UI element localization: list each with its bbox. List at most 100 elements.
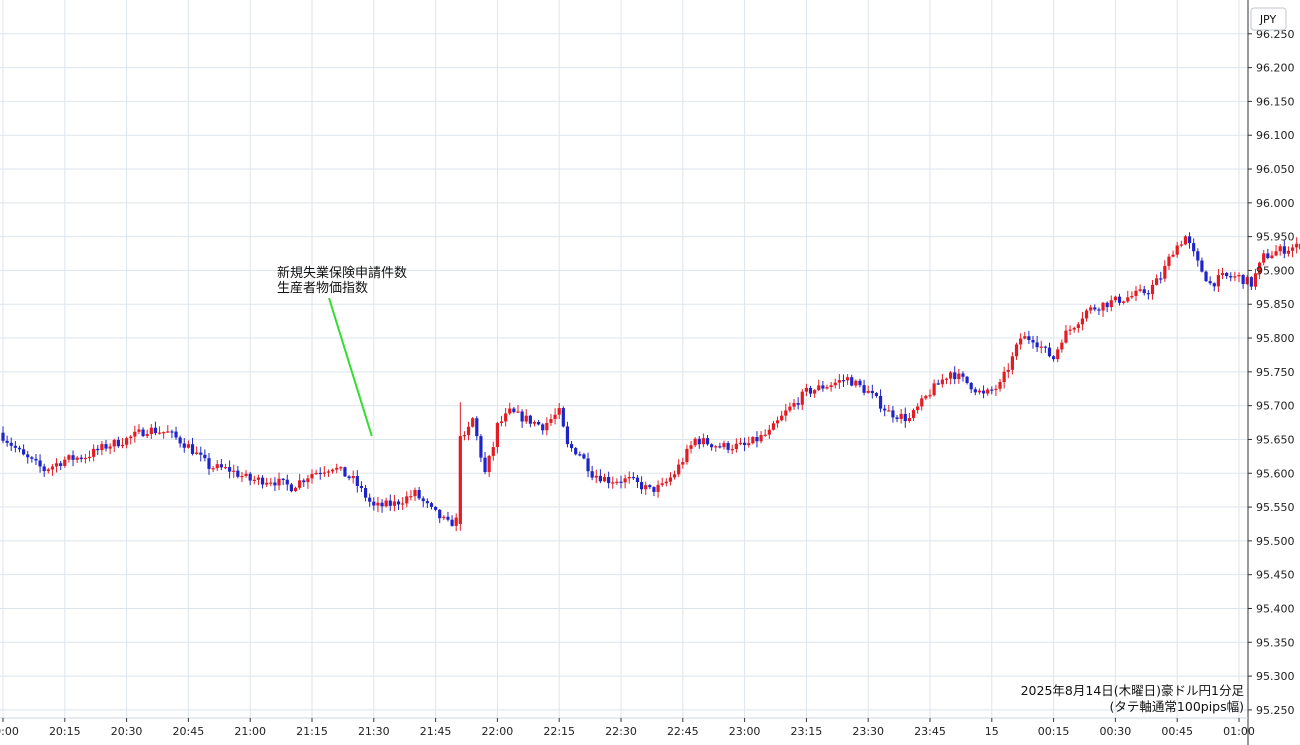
candle-body bbox=[331, 469, 335, 472]
price-tick-label: 95.700 bbox=[1256, 400, 1295, 413]
candle-body bbox=[1159, 278, 1163, 280]
candle-body bbox=[1014, 344, 1019, 357]
candle-body bbox=[800, 391, 804, 405]
candle-body bbox=[120, 444, 125, 447]
candle-body bbox=[619, 481, 623, 483]
candle-body bbox=[1179, 244, 1183, 246]
candle-body bbox=[30, 457, 34, 459]
candle-body bbox=[1187, 236, 1192, 244]
candle-body bbox=[755, 437, 759, 442]
time-tick-label: 23:45 bbox=[914, 725, 946, 738]
candle-body bbox=[207, 458, 211, 469]
candle-body bbox=[475, 418, 479, 437]
candle-body bbox=[232, 470, 236, 472]
candle-body bbox=[236, 470, 240, 477]
candle-body bbox=[244, 473, 248, 476]
candle-body bbox=[1019, 338, 1023, 345]
candle-body bbox=[454, 517, 458, 526]
candle-body bbox=[487, 455, 491, 473]
candle-body bbox=[211, 468, 215, 470]
candle-body bbox=[1216, 275, 1220, 287]
candle-body bbox=[705, 438, 710, 445]
price-tick-label: 95.350 bbox=[1256, 636, 1295, 649]
candle-body bbox=[166, 431, 170, 433]
candle-body bbox=[425, 501, 429, 504]
candle-body bbox=[582, 454, 586, 459]
candle-body bbox=[462, 435, 467, 437]
candle-body bbox=[528, 415, 532, 424]
candle-body bbox=[668, 477, 673, 482]
candle-body bbox=[1192, 243, 1196, 252]
candle-body bbox=[499, 421, 504, 424]
candle-body bbox=[607, 476, 611, 484]
candle-body bbox=[277, 478, 281, 486]
candle-body bbox=[1295, 243, 1299, 248]
candle-body bbox=[1047, 347, 1052, 357]
candle-body bbox=[701, 438, 705, 445]
candle-body bbox=[813, 390, 817, 394]
candle-body bbox=[899, 413, 903, 420]
candle-body bbox=[112, 439, 116, 447]
candle-body bbox=[569, 444, 574, 449]
candle-body bbox=[973, 389, 977, 393]
candle-body bbox=[1056, 349, 1060, 360]
candle-body bbox=[413, 490, 417, 497]
candle-body bbox=[170, 431, 174, 433]
candle-body bbox=[726, 442, 730, 450]
candle-body bbox=[22, 449, 26, 455]
candle-body bbox=[1233, 276, 1237, 278]
candle-body bbox=[392, 501, 396, 506]
candle-body bbox=[1249, 277, 1253, 287]
time-tick-label: 01:00 bbox=[1223, 725, 1255, 738]
candle-body bbox=[1068, 329, 1072, 331]
candle-body bbox=[1122, 301, 1126, 303]
candle-body bbox=[953, 372, 957, 380]
candle-body bbox=[965, 376, 969, 383]
candle-body bbox=[228, 467, 232, 472]
time-tick-label: 23:30 bbox=[852, 725, 884, 738]
candle-body bbox=[1052, 356, 1056, 360]
candle-body bbox=[870, 390, 874, 394]
candle-body bbox=[1237, 275, 1241, 277]
candle-body bbox=[1212, 283, 1216, 287]
time-tick-label: 23:15 bbox=[791, 725, 823, 738]
time-tick-label: 15 bbox=[985, 725, 999, 738]
candle-body bbox=[549, 419, 553, 423]
candle-body bbox=[928, 395, 932, 397]
candles bbox=[1, 232, 1300, 532]
candle-body bbox=[1286, 250, 1291, 254]
candle-body bbox=[858, 380, 862, 386]
candle-body bbox=[689, 445, 693, 449]
time-axis: 20:00 20:15 20:30 20:45 21:00 21:15 21:30 21:45… bbox=[0, 718, 1255, 738]
candle-body bbox=[957, 373, 961, 380]
candle-body bbox=[677, 464, 681, 475]
time-tick-label: 20:45 bbox=[173, 725, 205, 738]
candle-body bbox=[1282, 246, 1286, 254]
candle-body bbox=[553, 414, 557, 420]
candle-body bbox=[92, 448, 96, 457]
candle-body bbox=[199, 452, 203, 455]
time-tick-label: 00:45 bbox=[1161, 725, 1193, 738]
candle-body bbox=[79, 457, 83, 460]
price-tick-label: 95.300 bbox=[1256, 670, 1295, 683]
price-tick-label: 96.000 bbox=[1256, 197, 1295, 210]
candle-body bbox=[376, 502, 380, 506]
candle-body bbox=[265, 482, 269, 485]
candle-body bbox=[1204, 271, 1208, 282]
candle-body bbox=[335, 467, 339, 470]
candle-body bbox=[1208, 281, 1212, 284]
candle-body bbox=[734, 443, 738, 450]
candle-body bbox=[631, 476, 635, 479]
candle-body bbox=[846, 377, 850, 381]
candle-body bbox=[153, 427, 158, 434]
candle-body bbox=[388, 500, 392, 506]
candle-body bbox=[359, 486, 364, 488]
candle-body bbox=[326, 471, 331, 473]
candle-body bbox=[916, 406, 920, 411]
candle-body bbox=[841, 380, 846, 382]
candle-body bbox=[1253, 273, 1258, 287]
candle-body bbox=[1043, 346, 1047, 348]
candle-body bbox=[59, 463, 63, 466]
candle-body bbox=[1290, 247, 1295, 251]
candle-body bbox=[640, 482, 644, 490]
